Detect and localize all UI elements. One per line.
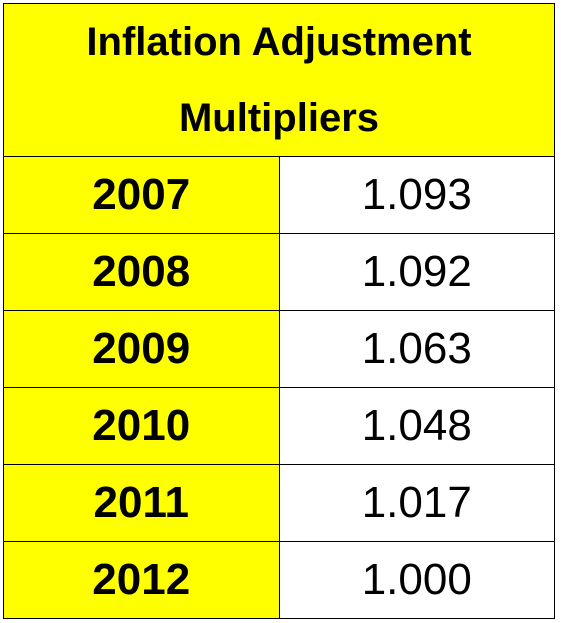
year-cell: 2009 — [3, 310, 280, 388]
year-cell: 2010 — [3, 387, 280, 465]
year-cell: 2012 — [3, 541, 280, 619]
table-header-row: Inflation Adjustment Multipliers — [3, 3, 555, 157]
multiplier-cell: 1.017 — [278, 464, 555, 542]
multiplier-cell: 1.048 — [278, 387, 555, 465]
multiplier-table: Inflation Adjustment Multipliers 2007 1.0… — [3, 3, 555, 619]
multiplier-cell: 1.063 — [278, 310, 555, 388]
table-row: 2008 1.092 — [3, 233, 555, 311]
table-row: 2012 1.000 — [3, 541, 555, 619]
table-row: 2007 1.093 — [3, 156, 555, 234]
year-cell: 2007 — [3, 156, 280, 234]
year-cell: 2011 — [3, 464, 280, 542]
inflation-multiplier-table: Inflation Adjustment Multipliers 2007 1.0… — [3, 3, 555, 619]
table-row: 2009 1.063 — [3, 310, 555, 388]
multiplier-cell: 1.093 — [278, 156, 555, 234]
multiplier-cell: 1.092 — [278, 233, 555, 311]
table-row: 2011 1.017 — [3, 464, 555, 542]
year-cell: 2008 — [3, 233, 280, 311]
multiplier-cell: 1.000 — [278, 541, 555, 619]
table-row: 2010 1.048 — [3, 387, 555, 465]
table-title: Inflation Adjustment Multipliers — [3, 3, 555, 157]
